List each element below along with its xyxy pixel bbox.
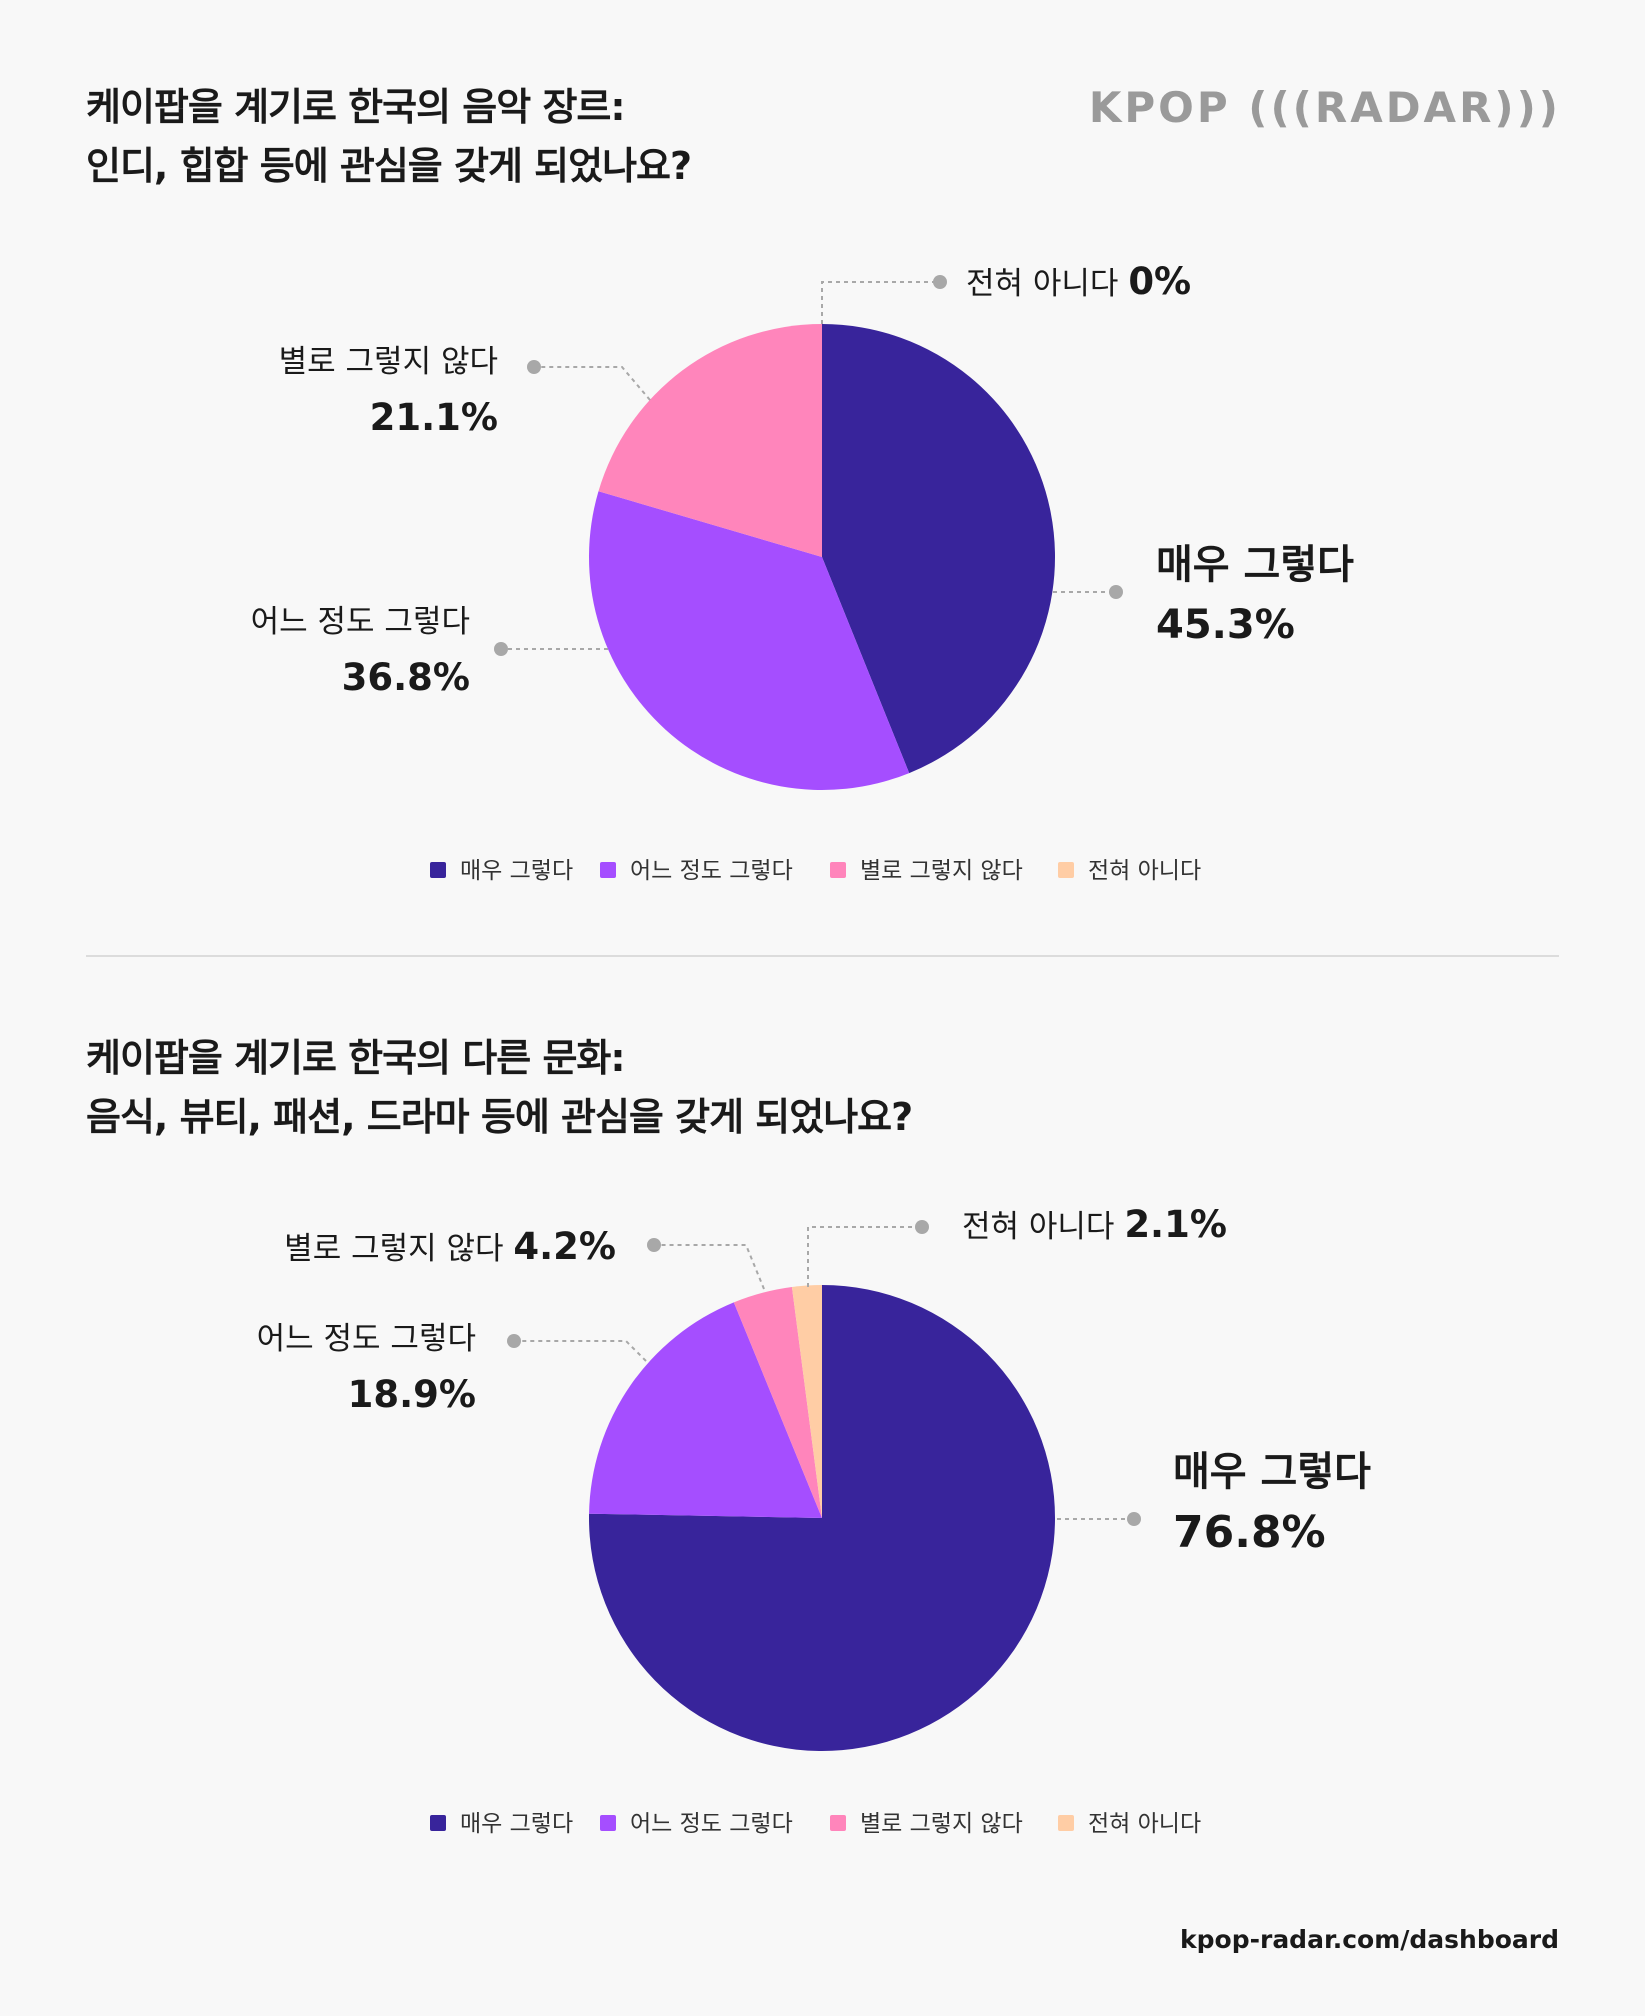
pie-slice [822, 324, 1056, 774]
slice-label: 어느 정도 그렇다 36.8% [251, 604, 608, 699]
legend-item: 별로 그렇지 않다 [830, 1811, 1023, 1837]
slice-value-label: 36.8% [342, 656, 470, 699]
legend-label: 전혀 아니다 [1088, 1811, 1201, 1837]
leader-line [821, 281, 940, 324]
legend: 매우 그렇다 어느 정도 그렇다 별로 그렇지 않다 전혀 아니다 [430, 1811, 1201, 1837]
leader-dot [1127, 1512, 1141, 1526]
pie-slice [791, 1285, 822, 1518]
pie-slice [589, 1302, 822, 1518]
leader-dot [494, 642, 508, 656]
pie-slice [733, 1286, 822, 1518]
legend-label: 전혀 아니다 [1088, 858, 1201, 884]
pie-slices [589, 1285, 1056, 1751]
slice-label: 어느 정도 그렇다 18.9% [257, 1321, 647, 1416]
legend-swatch [600, 862, 616, 878]
chart-title-line-2: 인디, 힙합 등에 관심을 갖게 되었나요? [86, 143, 692, 188]
slice-label: 매우 그렇다 45.3% [1053, 542, 1354, 648]
legend-label: 매우 그렇다 [460, 858, 573, 884]
legend: 매우 그렇다 어느 정도 그렇다 별로 그렇지 않다 전혀 아니다 [430, 858, 1201, 884]
slice-category-label: 매우 그렇다 [1173, 1449, 1371, 1495]
chart-title: 케이팝을 계기로 한국의 다른 문화: 음식, 뷰티, 패션, 드라마 등에 관… [86, 1029, 913, 1147]
slice-value-label: 2.1% [1124, 1203, 1227, 1246]
leader-dot [507, 1334, 521, 1348]
chart-title-line-2: 음식, 뷰티, 패션, 드라마 등에 관심을 갖게 되었나요? [86, 1094, 913, 1139]
pie-slices [588, 324, 1056, 791]
leader-line [807, 1226, 922, 1287]
pie-slice [589, 1285, 1056, 1751]
slice-label: 전혀 아니다 2.1% [807, 1203, 1227, 1287]
slice-category-label: 전혀 아니다 0% [966, 260, 1191, 303]
legend-label: 어느 정도 그렇다 [630, 1811, 793, 1837]
legend-item: 전혀 아니다 [1058, 1811, 1201, 1837]
chart-title: 케이팝을 계기로 한국의 음악 장르: 인디, 힙합 등에 관심을 갖게 되었나… [86, 78, 692, 196]
pie-slice [588, 491, 910, 791]
slice-label: 별로 그렇지 않다 4.2% [284, 1225, 765, 1290]
leader-dot [933, 275, 947, 289]
slice-value-label: 0% [1128, 260, 1191, 303]
chart-section-2: 케이팝을 계기로 한국의 다른 문화: 음식, 뷰티, 패션, 드라마 등에 관… [0, 957, 1645, 2016]
slice-category-label: 매우 그렇다 [1156, 542, 1354, 588]
legend-swatch [830, 862, 846, 878]
slice-label: 별로 그렇지 않다 21.1% [279, 344, 651, 439]
legend-label: 어느 정도 그렇다 [630, 858, 793, 884]
legend-item: 어느 정도 그렇다 [600, 858, 793, 884]
leader-dot [915, 1220, 929, 1234]
slice-category-label: 별로 그렇지 않다 4.2% [284, 1225, 616, 1268]
slice-value-label: 76.8% [1173, 1507, 1326, 1558]
legend-item: 어느 정도 그렇다 [600, 1811, 793, 1837]
slice-category-label: 어느 정도 그렇다 [251, 604, 470, 640]
legend-swatch [830, 1815, 846, 1831]
legend-swatch [600, 1815, 616, 1831]
slice-category-label: 전혀 아니다 2.1% [962, 1203, 1227, 1246]
slice-value-label: 18.9% [348, 1373, 476, 1416]
leader-line [534, 366, 651, 401]
footer-link[interactable]: kpop-radar.com/dashboard [1180, 1925, 1559, 1954]
legend-item: 전혀 아니다 [1058, 858, 1201, 884]
legend-label: 별로 그렇지 않다 [860, 858, 1023, 884]
leader-line [654, 1244, 765, 1290]
section-divider [86, 955, 1559, 957]
slice-label: 매우 그렇다 76.8% [1057, 1449, 1371, 1558]
legend-swatch [430, 1815, 446, 1831]
pie-slice [598, 324, 822, 557]
leader-dot [647, 1238, 661, 1252]
legend-swatch [1058, 862, 1074, 878]
chart-title-line-1: 케이팝을 계기로 한국의 다른 문화: [86, 1036, 626, 1080]
legend-swatch [1058, 1815, 1074, 1831]
legend-item: 매우 그렇다 [430, 858, 573, 884]
leader-dot [1109, 585, 1123, 599]
slice-value-label: 45.3% [1156, 602, 1295, 648]
legend-label: 별로 그렇지 않다 [860, 1811, 1023, 1837]
chart-title-line-1: 케이팝을 계기로 한국의 음악 장르: [86, 85, 626, 129]
brand-logo: KPOP (((RADAR))) [1088, 83, 1561, 132]
pie-chart-1: 매우 그렇다 45.3% 어느 정도 그렇다 36.8% 별로 그렇지 않다 21.1% 전… [251, 260, 1354, 884]
legend-label: 매우 그렇다 [460, 1811, 573, 1837]
leader-dot [527, 360, 541, 374]
legend-item: 매우 그렇다 [430, 1811, 573, 1837]
slice-value-label: 4.2% [513, 1225, 616, 1268]
slice-label: 전혀 아니다 0% [821, 260, 1191, 324]
legend-item: 별로 그렇지 않다 [830, 858, 1023, 884]
slice-value-label: 21.1% [370, 396, 498, 439]
chart-section-1: 케이팝을 계기로 한국의 음악 장르: 인디, 힙합 등에 관심을 갖게 되었나… [0, 0, 1645, 955]
legend-swatch [430, 862, 446, 878]
leader-line [514, 1340, 647, 1362]
slice-category-label: 어느 정도 그렇다 [257, 1321, 476, 1357]
slice-category-label: 별로 그렇지 않다 [279, 344, 498, 380]
pie-chart-2: 매우 그렇다 76.8% 어느 정도 그렇다 18.9% 별로 그렇지 않다 4.2% 전… [257, 1203, 1371, 1837]
